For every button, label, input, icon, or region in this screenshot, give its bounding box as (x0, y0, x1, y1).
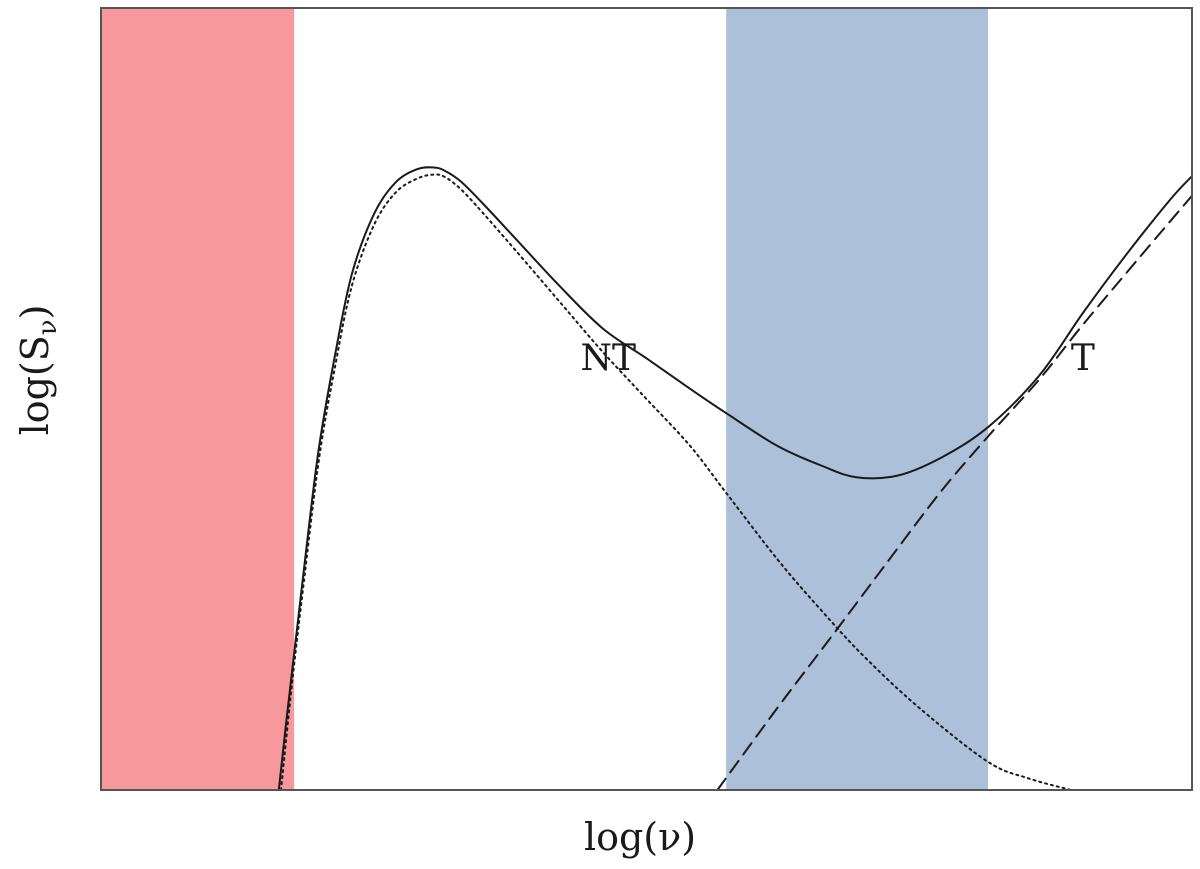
annotation-nt: NT (581, 338, 637, 379)
series-NT-line (280, 173, 1072, 791)
series-T-line (716, 194, 1193, 791)
series-total-line (277, 166, 1193, 791)
y-axis-label-close: ) (13, 305, 57, 320)
x-axis-label: log(ν) (584, 815, 696, 859)
y-axis-label-main: log(S (13, 335, 57, 435)
y-axis-label-sub: ν (33, 319, 63, 335)
shaded-bands (101, 8, 988, 790)
annotation-t: T (1071, 338, 1095, 379)
red-band (101, 8, 295, 790)
blue-band (726, 8, 988, 790)
annotation-layer: NT T (581, 338, 1095, 379)
y-axis-label: log(Sν) (13, 305, 63, 436)
plot-frame (100, 7, 1193, 791)
series-layer (277, 166, 1193, 791)
